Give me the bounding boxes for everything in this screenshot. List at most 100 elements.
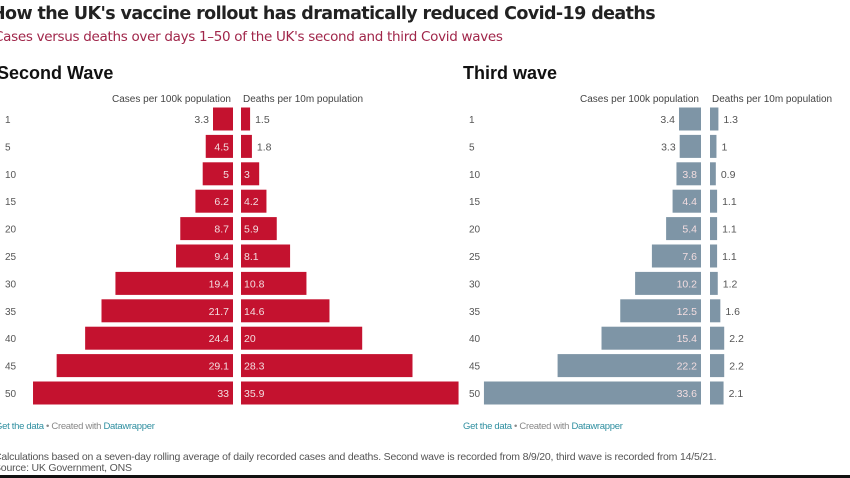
deaths-value-label: 14.6 [244,306,265,318]
cases-bar [601,326,701,350]
deaths-bar [241,134,252,158]
cases-value-label: 6.2 [214,196,229,208]
deaths-bar [710,326,725,350]
cases-bar [180,217,233,241]
datawrapper-link[interactable]: Datawrapper [571,421,623,432]
third-wave-title: Third wave [463,63,558,83]
chart-title: How the UK's vaccine rollout has dramati… [0,4,656,24]
day-label: 50 [469,389,481,400]
cases-value-label: 10.2 [677,278,698,290]
cases-value-label: 3.4 [660,114,675,126]
bottom-border [0,475,850,478]
day-label: 35 [469,307,481,318]
cases-bar [115,271,233,295]
deaths-bar [710,271,718,295]
deaths-value-label: 0.9 [721,169,736,181]
day-label: 40 [5,334,17,345]
cases-value-label: 21.7 [209,306,230,318]
deaths-value-label: 1.2 [723,278,738,290]
cases-value-label: 12.5 [677,306,698,318]
day-label: 5 [469,142,475,153]
deaths-bar [710,189,718,213]
deaths-value-label: 1.5 [255,114,270,126]
cases-value-label: 3.3 [661,141,676,153]
deaths-header: Deaths per 10m population [712,94,832,105]
deaths-bar [710,134,717,158]
day-label: 1 [5,115,11,126]
datawrapper-link[interactable]: Datawrapper [103,421,155,432]
cases-bar [635,271,701,295]
day-label: 20 [5,225,17,236]
created-with-text: • Created with [43,421,104,432]
cases-header: Cases per 100k population [580,94,699,105]
created-with-text: • Created with [511,421,572,432]
cases-value-label: 22.2 [677,361,698,373]
cases-value-label: 29.1 [209,361,230,373]
deaths-value-label: 1.1 [722,224,737,236]
cases-value-label: 7.6 [682,251,697,263]
chart-subtitle: Cases versus deaths over days 1–50 of th… [0,29,503,45]
cases-bar [620,299,701,323]
day-label: 50 [5,389,17,400]
cases-bar [213,107,233,131]
methodology-note: Calculations based on a seven-day rollin… [0,451,717,463]
cases-bar [557,354,701,378]
deaths-value-label: 28.3 [244,361,265,373]
deaths-value-label: 1.8 [257,141,272,153]
deaths-value-label: 20 [244,333,256,345]
deaths-bar [241,244,291,268]
cases-value-label: 4.5 [214,141,229,153]
deaths-bar [710,381,724,405]
deaths-value-label: 10.8 [244,278,265,290]
cases-value-label: 5 [223,169,229,181]
footer-second: Get the data • Created with Datawrapper [0,421,155,432]
day-label: 25 [5,252,17,263]
deaths-bar [241,326,363,350]
day-label: 20 [469,225,481,236]
deaths-bar [241,354,413,378]
day-label: 30 [469,279,481,290]
deaths-value-label: 1.6 [725,306,740,318]
deaths-bar [241,381,459,405]
cases-value-label: 3.8 [682,169,697,181]
day-label: 15 [5,197,17,208]
cases-bar [33,381,233,405]
deaths-value-label: 1.1 [722,251,737,263]
deaths-bar [241,299,330,323]
deaths-bar [241,271,307,295]
deaths-bar [241,217,277,241]
cases-bar [176,244,233,268]
day-label: 45 [469,362,481,373]
cases-value-label: 24.4 [209,333,230,345]
deaths-bar [241,107,251,131]
deaths-value-label: 3 [244,169,250,181]
day-label: 45 [5,362,17,373]
cases-value-label: 33.6 [677,388,698,400]
day-label: 5 [5,142,11,153]
cases-bar [672,189,701,213]
cases-bar [56,354,234,378]
deaths-value-label: 2.2 [729,333,744,345]
cases-value-label: 5.4 [682,224,697,236]
get-data-link[interactable]: Get the data [463,421,512,432]
cases-bar [202,162,233,186]
deaths-value-label: 1.1 [722,196,737,208]
cases-bar [205,134,233,158]
cases-bar [676,162,701,186]
get-data-link[interactable]: Get the data [0,421,44,432]
cases-bar [85,326,233,350]
cases-bar [195,189,233,213]
cases-bar [483,381,701,405]
deaths-value-label: 5.9 [244,224,259,236]
day-label: 1 [469,115,475,126]
cases-bar [679,107,701,131]
deaths-bar [710,354,725,378]
cases-bar [679,134,701,158]
day-label: 35 [5,307,17,318]
deaths-value-label: 2.1 [729,388,744,400]
deaths-value-label: 35.9 [244,388,265,400]
day-label: 30 [5,279,17,290]
deaths-value-label: 8.1 [244,251,259,263]
footer-third: Get the data • Created with Datawrapper [463,421,623,432]
deaths-value-label: 2.2 [729,361,744,373]
